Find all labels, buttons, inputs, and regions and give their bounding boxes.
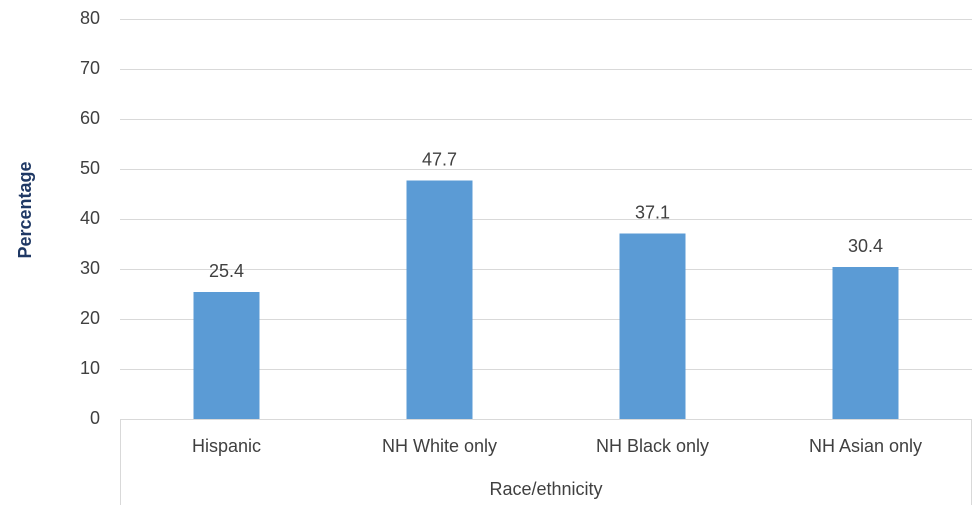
x-tick-label: NH Black only: [596, 436, 709, 456]
y-axis-label: Percentage: [15, 161, 35, 258]
y-tick-label: 0: [90, 408, 100, 428]
x-tick-label: NH Asian only: [809, 436, 922, 456]
y-tick-label: 80: [80, 8, 100, 28]
bar: [832, 267, 899, 419]
y-tick-label: 30: [80, 258, 100, 278]
bar: [193, 292, 260, 419]
y-tick-label: 70: [80, 58, 100, 78]
x-tick-label: NH White only: [382, 436, 497, 456]
x-tick-label: Hispanic: [192, 436, 261, 456]
data-label: 25.4: [209, 261, 244, 281]
y-tick-label: 40: [80, 208, 100, 228]
x-axis-label: Race/ethnicity: [489, 479, 602, 499]
data-label: 47.7: [422, 149, 457, 169]
bar: [406, 180, 473, 419]
data-label: 37.1: [635, 202, 670, 222]
y-tick-label: 50: [80, 158, 100, 178]
bar: [619, 233, 686, 419]
y-tick-label: 10: [80, 358, 100, 378]
y-tick-label: 20: [80, 308, 100, 328]
y-tick-label: 60: [80, 108, 100, 128]
data-label: 30.4: [848, 236, 883, 256]
